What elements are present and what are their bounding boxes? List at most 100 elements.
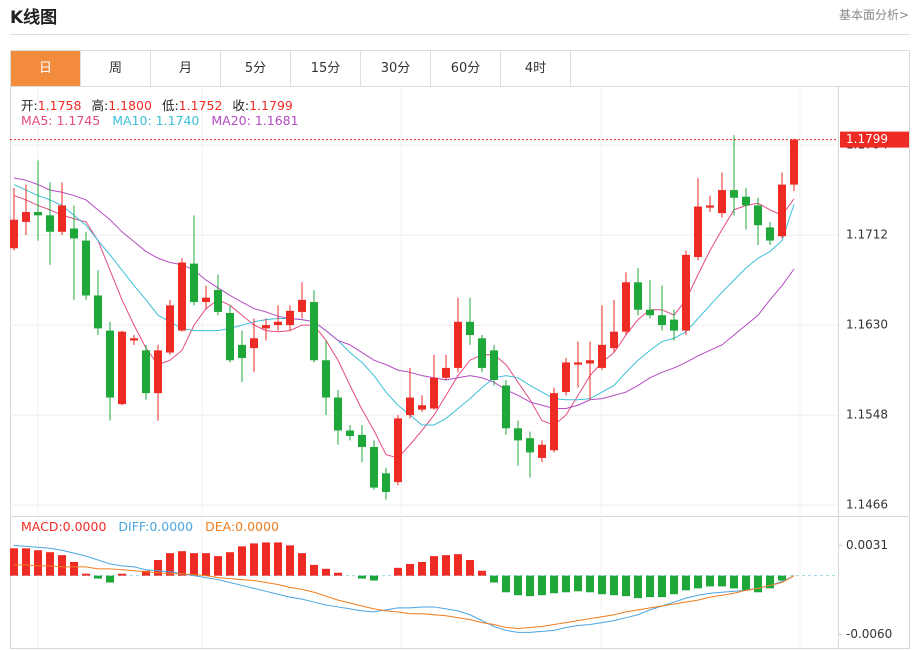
info-label: 低: [161,98,179,113]
candle-body [394,418,402,483]
period-tab[interactable]: 周 [81,51,151,86]
candle-body [418,405,426,410]
candle-body [490,350,498,380]
candle-body [790,139,798,185]
candle-body [226,313,234,361]
macd-bar [502,575,510,593]
macd-bar [118,573,126,576]
macd-bar [238,546,246,576]
macd-bar [22,548,30,576]
macd-bar [250,543,258,576]
candle-body [382,473,390,492]
candle-body [70,228,78,239]
period-tab[interactable]: 30分 [361,51,431,86]
candle-body [154,350,162,394]
macd-bar [106,575,114,583]
info-value: 1.1752 [178,98,223,113]
legend-entry: DIFF:0.0000 [118,519,194,534]
macd-bar [754,575,762,593]
candle-body [58,205,66,232]
y-tick-label: 1.1630 [846,318,888,332]
macd-bar [394,567,402,576]
macd-bar [610,575,618,596]
candle-body [34,212,42,216]
candle-body [730,190,738,198]
macd-bar [634,575,642,599]
macd-bar [154,560,162,576]
last-price-label: 1.1799 [846,132,888,146]
ohlc-info: 开:1.1758 高:1.1800 低:1.1752 收:1.1799 [21,95,293,114]
macd-bar [682,575,690,591]
macd-bar [430,556,438,576]
candle-body [94,295,102,329]
macd-bar [478,570,486,576]
ma-line [13,177,795,410]
legend-entry: MA10: 1.1740 [112,113,200,128]
macd-bar [742,575,750,591]
candle-body [658,315,666,326]
candle-body [130,338,138,341]
legend-entry: MA20: 1.1681 [211,113,299,128]
macd-bar [286,545,294,576]
macd-bar [202,553,210,576]
candle-body [274,321,282,326]
candle-body [742,196,750,206]
page-title: K线图 [10,8,58,28]
candle-body [766,227,774,241]
macd-bar [622,575,630,597]
candle-body [298,299,306,312]
period-tab[interactable]: 5分 [221,51,291,86]
candle-body [502,385,510,429]
macd-bar [514,575,522,596]
candle-body [694,206,702,258]
period-tab[interactable]: 60分 [431,51,501,86]
macd-bar [646,575,654,598]
candle-body [754,205,762,226]
macd-bar [274,542,282,576]
candle-body [718,190,726,214]
candle-body [430,377,438,409]
macd-bar [166,553,174,576]
candle-body [610,331,618,349]
y-tick-label: 1.1712 [846,228,888,242]
candle-body [202,297,210,303]
macd-bar [226,552,234,576]
candle-body [262,325,270,329]
candle-body [778,184,786,237]
candle-body [10,219,18,249]
info-label: 开: [21,98,38,113]
macd-bar [466,560,474,576]
macd-bar [658,575,666,598]
candle-body [238,344,246,359]
period-tabs: 日周月 5分 15分 30分 60分 4时 [10,50,910,87]
y-tick-label: 1.1466 [846,498,888,512]
legend-entry: MA5: 1.1745 [21,113,101,128]
candle-body [322,360,330,398]
y-tick-label: 1.1548 [846,408,888,422]
period-tab[interactable]: 4时 [501,51,571,86]
info-label: 高: [91,98,109,113]
period-tab[interactable]: 月 [151,51,221,86]
ma-legend: MA5: 1.1745 MA10: 1.1740 MA20: 1.1681 [21,113,299,128]
period-tab[interactable]: 日 [11,51,81,86]
macd-bar [310,564,318,576]
candle-body [118,331,126,405]
candle-body [526,438,534,453]
macd-bar [58,555,66,576]
macd-bar [598,575,606,595]
fundamental-link[interactable]: 基本面分析> [838,8,909,22]
macd-bar [526,575,534,597]
macd-bar [358,575,366,579]
candle-body [586,360,594,364]
period-tab[interactable]: 15分 [291,51,361,86]
macd-bar [94,575,102,579]
candle-body [562,362,570,393]
macd-bar [370,575,378,581]
candle-body [142,350,150,394]
candle-body [250,338,258,349]
macd-bar [586,575,594,593]
macd-bar [490,575,498,583]
macd-bar [766,575,774,589]
macd-bar [70,561,78,576]
candle-body [706,205,714,208]
